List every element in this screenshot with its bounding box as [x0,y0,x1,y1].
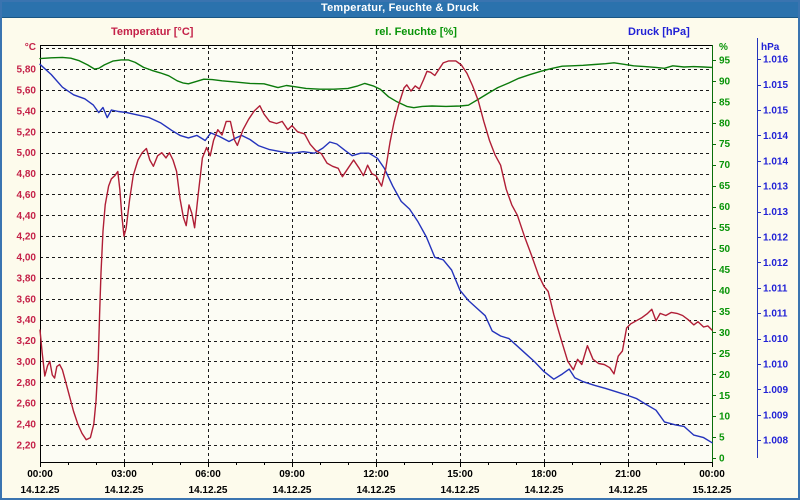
humidity-tick-label: 35 [719,307,731,318]
temperature-tick-label: 2,20 [17,440,37,451]
humidity-tick-label: 50 [719,244,731,255]
humidity-tick-label: 95 [719,55,731,66]
pressure-tick-label: 1.012 [763,232,788,243]
temperature-tick-label: 3,80 [17,273,37,284]
temperature-tick-label: 3,40 [17,315,37,326]
date-tick-label: 14.12.25 [189,485,228,496]
legend-pressure: Druck [hPa] [628,26,690,38]
time-tick-label: 18:00 [531,469,557,480]
temperature-tick-label: 3,60 [17,294,37,305]
pressure-tick-label: 1.013 [763,207,788,218]
pressure-tick-label: 1.010 [763,359,788,370]
humidity-tick-label: 55 [719,223,731,234]
plot-area [40,45,712,462]
pressure-unit-label: hPa [761,42,780,53]
date-tick-label: 14.12.25 [21,485,60,496]
humidity-tick-label: 5 [719,433,725,444]
pressure-tick-label: 1.009 [763,385,788,396]
humidity-tick-label: 60 [719,202,731,213]
humidity-unit-label: % [719,42,728,53]
humidity-tick-label: 30 [719,328,731,339]
time-tick-label: 15:00 [447,469,473,480]
legend-humidity: rel. Feuchte [%] [375,26,457,38]
humidity-tick-label: 40 [719,286,731,297]
date-tick-label: 14.12.25 [357,485,396,496]
humidity-tick-label: 10 [719,412,731,423]
humidity-tick-label: 75 [719,139,731,150]
temperature-tick-label: 5,20 [17,127,37,138]
temperature-tick-label: 5,60 [17,86,37,97]
time-tick-label: 12:00 [363,469,389,480]
humidity-tick-label: 80 [719,118,731,129]
date-tick-label: 14.12.25 [441,485,480,496]
date-tick-label: 15.12.25 [693,485,732,496]
time-tick-label: 00:00 [699,469,725,480]
time-tick-label: 09:00 [279,469,305,480]
temperature-tick-label: 2,80 [17,378,37,389]
pressure-tick-label: 1.014 [763,156,788,167]
temperature-tick-label: 5,80 [17,65,37,76]
time-tick-label: 00:00 [27,469,53,480]
pressure-tick-label: 1.011 [763,283,788,294]
time-tick-label: 03:00 [111,469,137,480]
humidity-tick-label: 15 [719,391,731,402]
window-title: Temperatur, Feuchte & Druck [320,2,479,14]
pressure-tick-label: 1.014 [763,131,788,142]
date-tick-label: 14.12.25 [525,485,564,496]
temperature-tick-label: 4,00 [17,253,37,264]
humidity-tick-label: 20 [719,370,731,381]
humidity-tick-label: 70 [719,160,731,171]
temperature-tick-label: 4,20 [17,232,37,243]
temperature-tick-label: 2,60 [17,399,37,410]
pressure-tick-label: 1.012 [763,258,788,269]
date-tick-label: 14.12.25 [609,485,648,496]
pressure-tick-label: 1.008 [763,436,788,447]
pressure-series-line [39,63,713,444]
pressure-tick-label: 1.009 [763,410,788,421]
temperature-tick-label: 3,20 [17,336,37,347]
legend-temperature: Temperatur [°C] [111,26,194,38]
temperature-unit-label: °C [25,42,36,53]
humidity-tick-label: 45 [719,265,731,276]
temperature-axis: °C 5,80 5,60 5,40 5,20 5,00 4,80 4,60 4,40 4,20 4,… [17,42,37,451]
pressure-tick-label: 1.010 [763,334,788,345]
pressure-tick-label: 1.015 [763,80,788,91]
humidity-tick-label: 90 [719,76,731,87]
date-tick-label: 14.12.25 [273,485,312,496]
pressure-axis: hPa 1.016 1.015 1.015 1.014 1.014 1.013 1.013 1.… [757,38,788,458]
titlebar: Temperatur, Feuchte & Druck [0,0,800,18]
humidity-tick-label: 85 [719,97,731,108]
humidity-tick-label: 65 [719,181,731,192]
temperature-tick-label: 5,00 [17,148,37,159]
time-tick-label: 21:00 [615,469,641,480]
date-tick-label: 14.12.25 [105,485,144,496]
pressure-tick-label: 1.013 [763,182,788,193]
humidity-series-line [39,56,713,109]
pressure-tick-label: 1.015 [763,106,788,117]
time-axis: 00:00 14.12.25 03:00 14.12.25 06:00 14.12.25 0… [21,462,732,496]
temperature-tick-label: 3,00 [17,357,37,368]
temperature-tick-label: 4,80 [17,169,37,180]
temperature-tick-label: 4,60 [17,190,37,201]
temperature-tick-label: 2,40 [17,420,37,431]
time-tick-label: 06:00 [195,469,221,480]
humidity-tick-label: 25 [719,349,731,360]
temperature-tick-label: 4,40 [17,211,37,222]
temperature-tick-label: 5,40 [17,106,37,117]
temperature-series-line [39,60,713,441]
pressure-tick-label: 1.011 [763,309,788,320]
pressure-tick-label: 1.016 [763,55,788,66]
humidity-tick-label: 0 [719,454,725,465]
